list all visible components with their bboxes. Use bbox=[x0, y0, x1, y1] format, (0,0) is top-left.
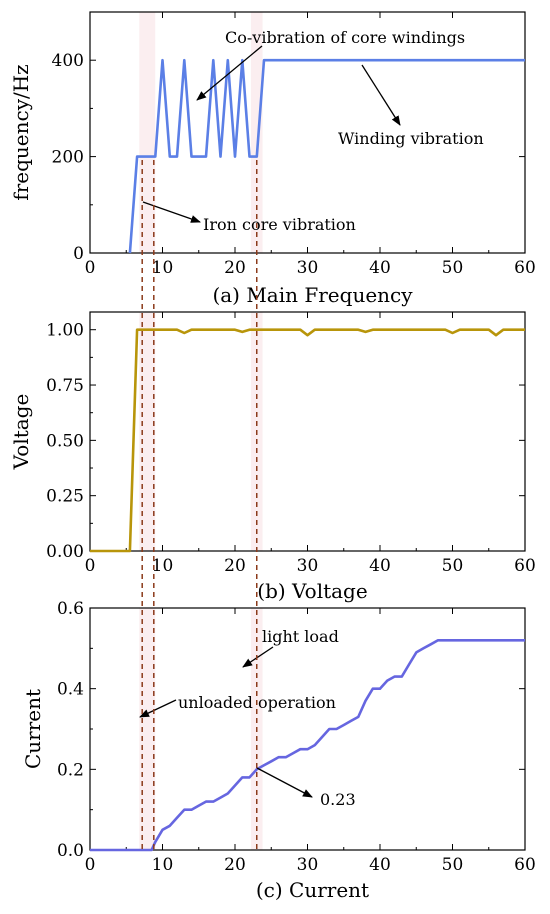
panel-main-frequency: 0 10 20 30 40 50 60 0 200 400 frequency/Hz (a) Main… bbox=[9, 11, 536, 307]
highlight-band-1 bbox=[250, 12, 263, 253]
annotation-label-1: Winding vibration bbox=[338, 129, 484, 148]
voltage-caption: (b) Voltage bbox=[257, 579, 367, 603]
x-tick-label-40: 40 bbox=[369, 258, 391, 278]
voltage-y-axis-label: Voltage bbox=[9, 394, 33, 471]
y-tick-label-1: 0.25 bbox=[46, 487, 84, 507]
x-tick-label-10: 10 bbox=[152, 855, 174, 875]
x-tick-label-10: 10 bbox=[152, 258, 174, 278]
x-tick-label-40: 40 bbox=[369, 855, 391, 875]
annotation-arrow-2 bbox=[142, 201, 201, 223]
voltage-series-line-0 bbox=[90, 328, 525, 553]
x-tick-label-60: 60 bbox=[514, 556, 536, 576]
annotation-arrow-2 bbox=[256, 767, 313, 798]
annotation-arrow-1 bbox=[361, 64, 401, 126]
x-tick-label-10: 10 bbox=[152, 556, 174, 576]
annotation-arrow-0 bbox=[196, 45, 263, 101]
x-tick-label-30: 30 bbox=[297, 855, 319, 875]
annotation-label-0: Co-vibration of core windings bbox=[225, 28, 465, 47]
annotation-label-2: 0.23 bbox=[320, 790, 356, 809]
main-frequency-caption: (a) Main Frequency bbox=[212, 283, 413, 307]
x-tick-label-20: 20 bbox=[224, 258, 246, 278]
highlight-band-0 bbox=[139, 12, 156, 253]
x-tick-label-50: 50 bbox=[442, 258, 464, 278]
y-tick-label-1: 200 bbox=[52, 148, 84, 168]
x-tick-label-50: 50 bbox=[442, 855, 464, 875]
panel-voltage: 0 10 20 30 40 50 60 0.00 0.25 0.50 0.75 1.00 Voltage… bbox=[9, 311, 536, 603]
current-y-axis-label: Current bbox=[21, 689, 45, 769]
current-series-line-0 bbox=[90, 638, 525, 852]
x-tick-label-20: 20 bbox=[224, 556, 246, 576]
y-tick-label-2: 0.50 bbox=[46, 431, 84, 451]
y-tick-label-0: 0 bbox=[73, 244, 84, 264]
y-tick-label-0: 0.00 bbox=[46, 542, 84, 562]
annotation-arrow-1 bbox=[139, 699, 177, 718]
y-tick-label-2: 400 bbox=[52, 51, 84, 71]
main-frequency-series-line-0 bbox=[128, 58, 525, 254]
current-caption: (c) Current bbox=[256, 878, 369, 902]
y-tick-label-4: 1.00 bbox=[46, 321, 84, 341]
main-frequency-y-axis-label: frequency/Hz bbox=[9, 64, 33, 200]
panel-current: 0 10 20 30 40 50 60 0.0 0.2 0.4 0.6 Current (c) Curr… bbox=[21, 599, 536, 902]
x-tick-label-60: 60 bbox=[514, 855, 536, 875]
x-tick-label-20: 20 bbox=[224, 855, 246, 875]
x-tick-label-0: 0 bbox=[85, 855, 96, 875]
y-tick-label-3: 0.6 bbox=[57, 599, 84, 619]
x-tick-label-0: 0 bbox=[85, 258, 96, 278]
highlight-band-0 bbox=[139, 608, 156, 850]
y-tick-label-3: 0.75 bbox=[46, 376, 84, 396]
x-tick-label-30: 30 bbox=[297, 556, 319, 576]
x-tick-label-0: 0 bbox=[85, 556, 96, 576]
x-tick-label-30: 30 bbox=[297, 258, 319, 278]
y-tick-label-2: 0.4 bbox=[57, 680, 84, 700]
x-tick-label-60: 60 bbox=[514, 258, 536, 278]
highlight-band-0 bbox=[139, 312, 156, 551]
x-tick-label-40: 40 bbox=[369, 556, 391, 576]
reference-lines bbox=[141, 160, 258, 850]
annotation-label-2: Iron core vibration bbox=[203, 215, 356, 234]
x-tick-label-50: 50 bbox=[442, 556, 464, 576]
y-tick-label-1: 0.2 bbox=[57, 760, 84, 780]
annotation-arrow-0 bbox=[242, 646, 274, 668]
y-tick-label-0: 0.0 bbox=[57, 841, 84, 861]
annotation-label-0: light load bbox=[262, 627, 339, 646]
